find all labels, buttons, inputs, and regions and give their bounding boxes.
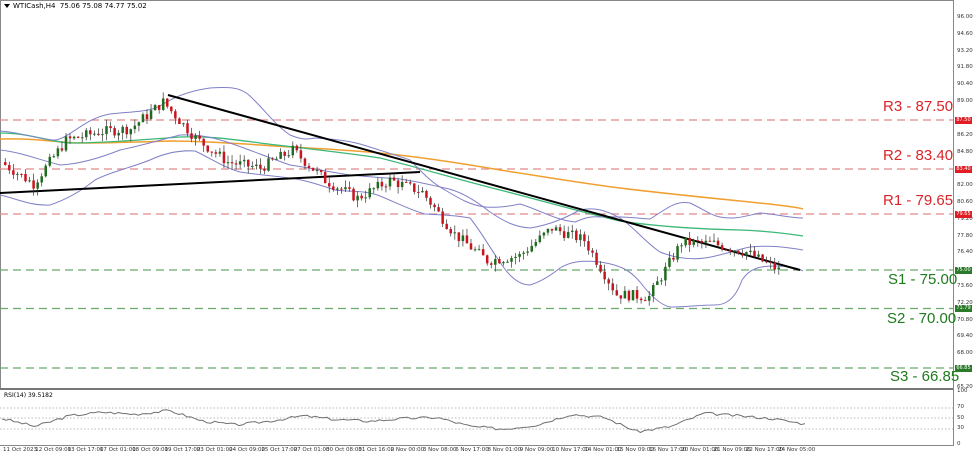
bollinger-upper — [0, 86, 804, 223]
rsi-panel — [0, 407, 953, 434]
chart-title: WTICash,H4 75.06 75.08 74.77 75.02 — [4, 2, 147, 10]
rsi-line — [1, 409, 806, 434]
price-tick: 73.60 — [957, 283, 973, 290]
rsi-tick: 30 — [957, 425, 964, 432]
time-tick: 10 Nov 17:00 — [552, 447, 590, 453]
r2-label: R2 - 83.40 — [883, 147, 954, 164]
rsi-tick: 0 — [957, 441, 961, 447]
main-panel-frame — [0, 0, 954, 389]
time-tick: 3 Nov 08:00 — [422, 447, 457, 453]
price-tick: 84.80 — [957, 148, 973, 155]
price-tag: 87.50 — [955, 116, 972, 124]
time-tick: 14 Nov 01:00 — [584, 447, 622, 453]
price-tick: 76.40 — [957, 249, 973, 256]
ma-green-line — [0, 132, 804, 237]
price-tick: 82.00 — [957, 182, 973, 189]
time-tick: 23 Oct 01:00 — [196, 447, 233, 453]
time-tick: 16 Nov 17:00 — [649, 447, 687, 453]
descending-trendline[interactable] — [167, 94, 801, 271]
time-tick: 6 Nov 17:00 — [455, 447, 489, 453]
bollinger-middle — [0, 134, 804, 260]
price-tick: 72.20 — [957, 299, 973, 306]
price-tick: 77.80 — [957, 232, 973, 239]
price-tick: 65.20 — [957, 383, 973, 390]
s3-label: S3 - 66.85 — [890, 368, 960, 385]
price-tick: 93.20 — [957, 47, 973, 54]
price-tick: 89.00 — [957, 98, 973, 105]
time-tick: 18 Oct 09:00 — [132, 447, 169, 453]
time-tick: 2 Nov 00:00 — [390, 447, 425, 453]
symbol-label: WTICash,H4 — [13, 2, 56, 10]
rsi-title: RSI(14) 39.5182 — [4, 392, 53, 399]
level-lines — [0, 119, 953, 369]
price-tick: 79.20 — [957, 215, 973, 222]
r1-label: R1 - 79.65 — [883, 192, 954, 209]
time-tick: 24 Oct 09:00 — [229, 447, 265, 453]
price-tick: 96.00 — [957, 14, 973, 20]
time-tick: 24 Nov 05:00 — [778, 447, 816, 453]
price-tick: 86.20 — [957, 131, 973, 138]
time-tick: 12 Oct 09:00 — [35, 447, 72, 453]
price-tick: 69.40 — [957, 333, 973, 340]
rsi-tick: 100 — [957, 388, 968, 394]
price-tag: 83.40 — [955, 165, 972, 173]
ascending-trendline[interactable] — [0, 171, 421, 194]
time-tick: 8 Nov 01:00 — [487, 447, 522, 453]
time-tick: 15 Nov 09:00 — [616, 447, 654, 453]
price-tag: 71.79 — [955, 305, 972, 313]
price-tick: 68.00 — [957, 350, 973, 357]
time-tick: 20 Nov 01:00 — [681, 447, 719, 453]
time-tick: 13 Oct 17:00 — [67, 447, 104, 453]
price-tag: 79.65 — [955, 210, 972, 218]
price-tick: 90.40 — [957, 81, 973, 88]
price-tick: 94.60 — [957, 30, 973, 37]
price-tick: 70.80 — [957, 316, 973, 323]
dropdown-triangle-icon[interactable] — [4, 4, 10, 8]
time-tick: 21 Nov 09:00 — [713, 447, 751, 453]
time-tick: 11 Oct 2023 — [3, 447, 38, 453]
bollinger-lower — [0, 150, 804, 308]
ohlc-values: 75.06 75.08 74.77 75.02 — [59, 2, 147, 10]
r3-label: R3 - 87.50 — [883, 98, 954, 115]
price-tag: 75.00 — [955, 266, 972, 274]
candlesticks — [4, 92, 781, 306]
s2-label: S2 - 70.00 — [887, 310, 957, 327]
price-tick: 80.60 — [957, 198, 973, 205]
time-tick: 17 Oct 01:00 — [99, 447, 136, 453]
time-tick: 25 Oct 17:00 — [261, 447, 298, 453]
rsi-tick: 70 — [957, 403, 964, 410]
time-tick: 19 Oct 17:00 — [164, 447, 201, 453]
price-tag: 66.85 — [955, 364, 972, 372]
price-tick: 91.80 — [957, 64, 973, 71]
time-tick: 31 Oct 16:00 — [358, 447, 395, 453]
time-tick: 22 Nov 17:00 — [745, 447, 783, 453]
ma-orange-line — [0, 138, 804, 210]
rsi-tick: 50 — [957, 414, 964, 421]
s1-label: S1 - 75.00 — [888, 271, 958, 288]
time-tick: 27 Oct 01:00 — [293, 447, 330, 453]
time-tick: 9 Nov 09:00 — [519, 447, 554, 453]
time-tick: 30 Oct 08:00 — [326, 447, 362, 453]
